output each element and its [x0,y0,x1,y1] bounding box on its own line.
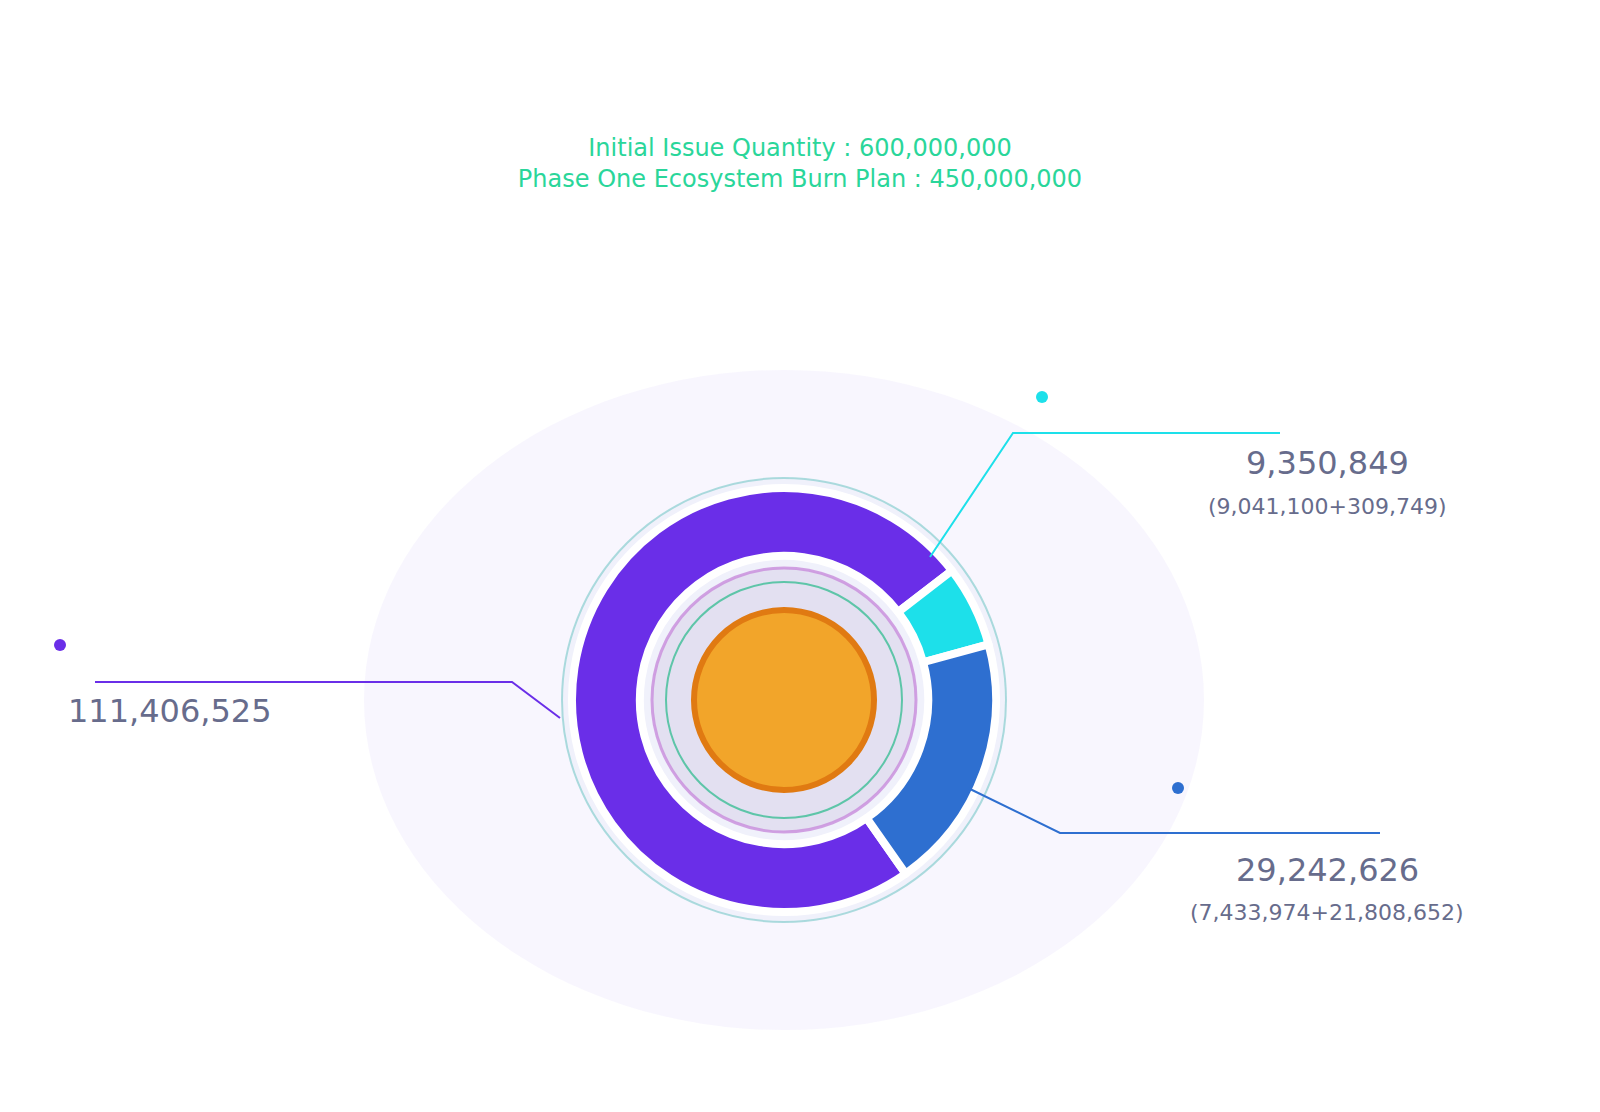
svg-text:(7,433,974+21,808,652): (7,433,974+21,808,652) [1190,900,1464,925]
svg-text:29,242,626: 29,242,626 [1236,851,1419,889]
svg-text:9,350,849: 9,350,849 [1246,444,1409,482]
svg-text:111,406,525: 111,406,525 [68,692,272,730]
svg-text:(9,041,100+309,749): (9,041,100+309,749) [1208,494,1447,519]
svg-text:Initial Issue Quantity : 600,0: Initial Issue Quantity : 600,000,000Phas… [518,134,1082,193]
